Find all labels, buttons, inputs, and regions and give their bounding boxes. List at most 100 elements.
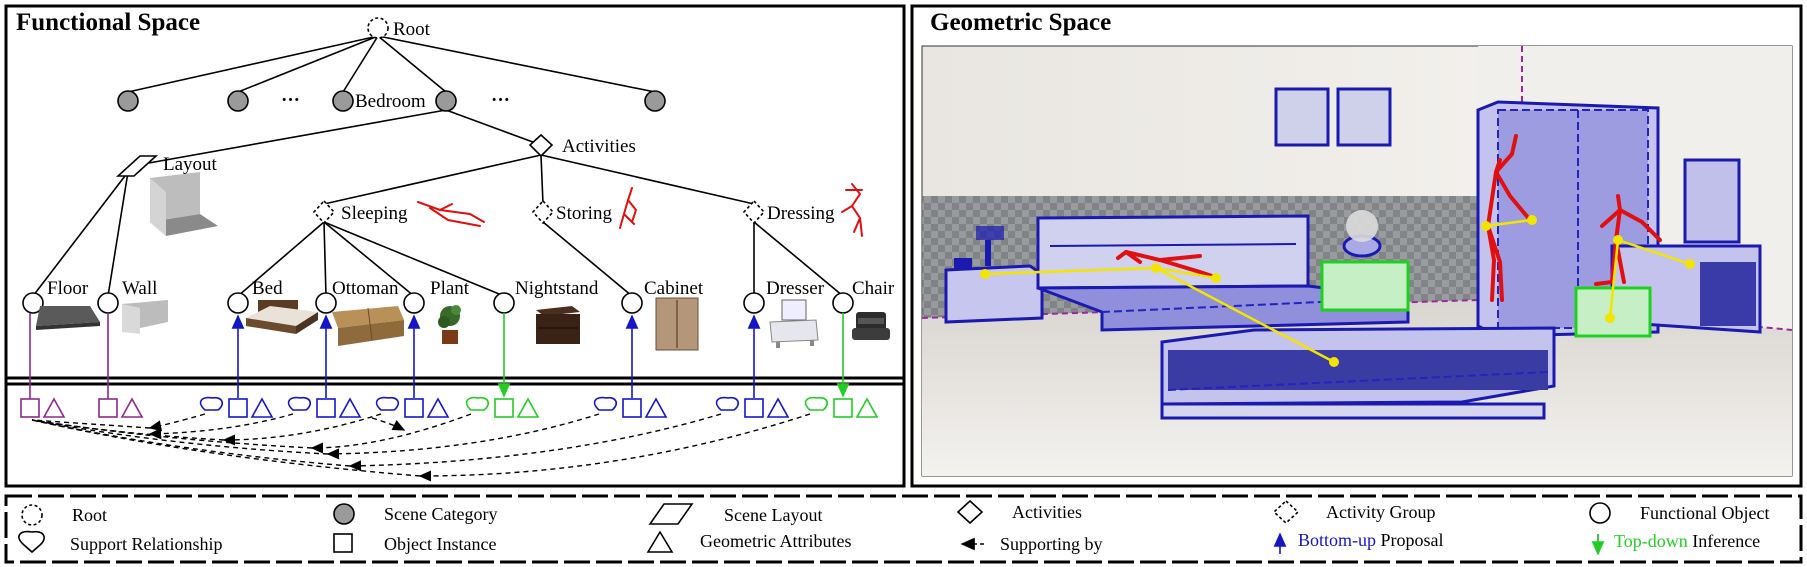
legend-bottom-up-text: Bottom-up Proposal — [1298, 530, 1444, 550]
nightstand-thumbnail — [536, 306, 580, 344]
scene-category-node — [332, 90, 354, 112]
layout-label: Layout — [163, 154, 218, 175]
object-label-bed: Bed — [252, 278, 283, 299]
object-node-wall — [97, 292, 119, 314]
instance-group-chair — [804, 396, 879, 418]
bedroom-label: Bedroom — [355, 91, 426, 112]
legend-root-label: Root — [72, 505, 107, 525]
object-label-wall: Wall — [122, 278, 157, 299]
legend-top-down-rest: Inference — [1688, 531, 1760, 551]
scene-category-node — [227, 90, 249, 112]
legend-activities-icon — [956, 499, 984, 525]
legend-functional-object-label: Functional Object — [1640, 503, 1769, 523]
object-label-cabinet: Cabinet — [644, 278, 704, 299]
scene-layout-node — [115, 155, 159, 177]
wall-thumbnail — [122, 300, 168, 334]
functional-object-nodes — [22, 292, 854, 314]
chair-thumbnail — [852, 312, 890, 340]
instance-group-wall — [98, 397, 144, 418]
group-label-storing: Storing — [556, 203, 612, 224]
dresser-thumbnail — [769, 299, 819, 348]
activity-group-nodes — [312, 199, 766, 225]
object-node-nightstand — [493, 292, 515, 314]
group-label-dressing: Dressing — [767, 203, 835, 224]
tree-edges — [32, 35, 844, 297]
legend-top-down-word: Top-down — [1614, 531, 1688, 551]
object-label-chair: Chair — [852, 278, 895, 299]
legend-support-relationship-icon — [18, 530, 45, 554]
legend: Root Scene Category Scene Layout Activit… — [4, 494, 1803, 564]
instance-group-floor — [20, 397, 66, 418]
root-node — [367, 17, 389, 39]
object-label-ottoman: Ottoman — [332, 278, 399, 299]
instance-group-dresser — [715, 396, 790, 418]
instance-group-cabinet — [593, 396, 668, 418]
proposal-arrows — [29, 313, 850, 400]
skeleton-icons — [417, 183, 863, 237]
ottoman-thumbnail — [332, 306, 404, 346]
ellipsis-left: ··· — [281, 90, 300, 111]
object-node-chair — [832, 292, 854, 314]
legend-supporting-by-label: Supporting by — [1000, 534, 1103, 554]
activity-group-node-dressing — [742, 199, 766, 225]
object-node-plant — [403, 292, 425, 314]
legend-scene-layout-label: Scene Layout — [724, 505, 822, 525]
instance-strip-frame — [4, 376, 906, 488]
dressing-skeleton-icon — [841, 183, 863, 237]
legend-scene-category-icon — [333, 503, 355, 525]
object-label-dresser: Dresser — [766, 278, 825, 299]
plant-thumbnail — [438, 305, 461, 344]
legend-frame — [4, 494, 1803, 564]
activity-group-node-sleeping — [312, 199, 336, 225]
activities-node — [528, 133, 554, 158]
geometric-space-title: Geometric Space — [930, 9, 1111, 36]
legend-support-relationship-label: Support Relationship — [70, 534, 223, 554]
functional-space-panel: Functional Space Root ··· ··· — [4, 4, 906, 380]
instance-group-bed — [199, 396, 274, 418]
instance-group-ottoman — [287, 396, 362, 418]
scene-category-node — [644, 90, 666, 112]
bed-thumbnail — [246, 300, 318, 334]
object-label-nightstand: Nightstand — [515, 278, 599, 299]
group-label-sleeping: Sleeping — [341, 203, 408, 224]
legend-object-instance-icon — [333, 533, 353, 553]
legend-geometric-attributes-label: Geometric Attributes — [700, 531, 851, 551]
object-label-floor: Floor — [47, 278, 89, 299]
layout-thumbnail — [150, 172, 218, 236]
legend-bottom-up-word: Bottom-up — [1298, 530, 1376, 550]
legend-scene-layout-icon — [648, 503, 694, 525]
sleeping-skeleton-icon — [417, 201, 485, 227]
scene-category-nodes — [117, 90, 666, 112]
activity-group-node-storing — [531, 199, 555, 225]
legend-geometric-attributes-icon — [646, 530, 674, 553]
object-thumbnails — [36, 297, 890, 351]
legend-scene-category-label: Scene Category — [384, 504, 497, 524]
object-node-floor — [22, 292, 44, 314]
storing-skeleton-icon — [619, 187, 638, 229]
legend-root-icon — [21, 504, 43, 526]
legend-top-down-text: Top-down Inference — [1614, 531, 1760, 551]
object-node-dresser — [743, 292, 765, 314]
legend-functional-object-icon — [1589, 502, 1611, 524]
floor-thumbnail — [36, 306, 100, 330]
geometric-space-frame — [910, 4, 1803, 488]
cabinet-thumbnail — [655, 297, 699, 351]
object-node-ottoman — [315, 292, 337, 314]
object-label-plant: Plant — [430, 278, 470, 299]
scene-category-node-bedroom — [435, 90, 457, 112]
legend-activity-group-label: Activity Group — [1326, 502, 1436, 522]
instance-strip — [4, 313, 906, 488]
functional-space-title: Functional Space — [16, 9, 200, 36]
object-node-cabinet — [621, 292, 643, 314]
ellipsis-right: ··· — [491, 90, 510, 111]
activities-label: Activities — [562, 136, 636, 157]
legend-object-instance-label: Object Instance — [384, 534, 496, 554]
scene-category-node — [117, 90, 139, 112]
instance-groups — [20, 396, 879, 418]
legend-activity-group-icon — [1272, 499, 1300, 525]
bedroom-photo — [921, 45, 1793, 477]
geometric-space-panel: Geometric Space — [910, 4, 1803, 488]
object-node-bed — [227, 292, 249, 314]
legend-activities-label: Activities — [1012, 502, 1082, 522]
